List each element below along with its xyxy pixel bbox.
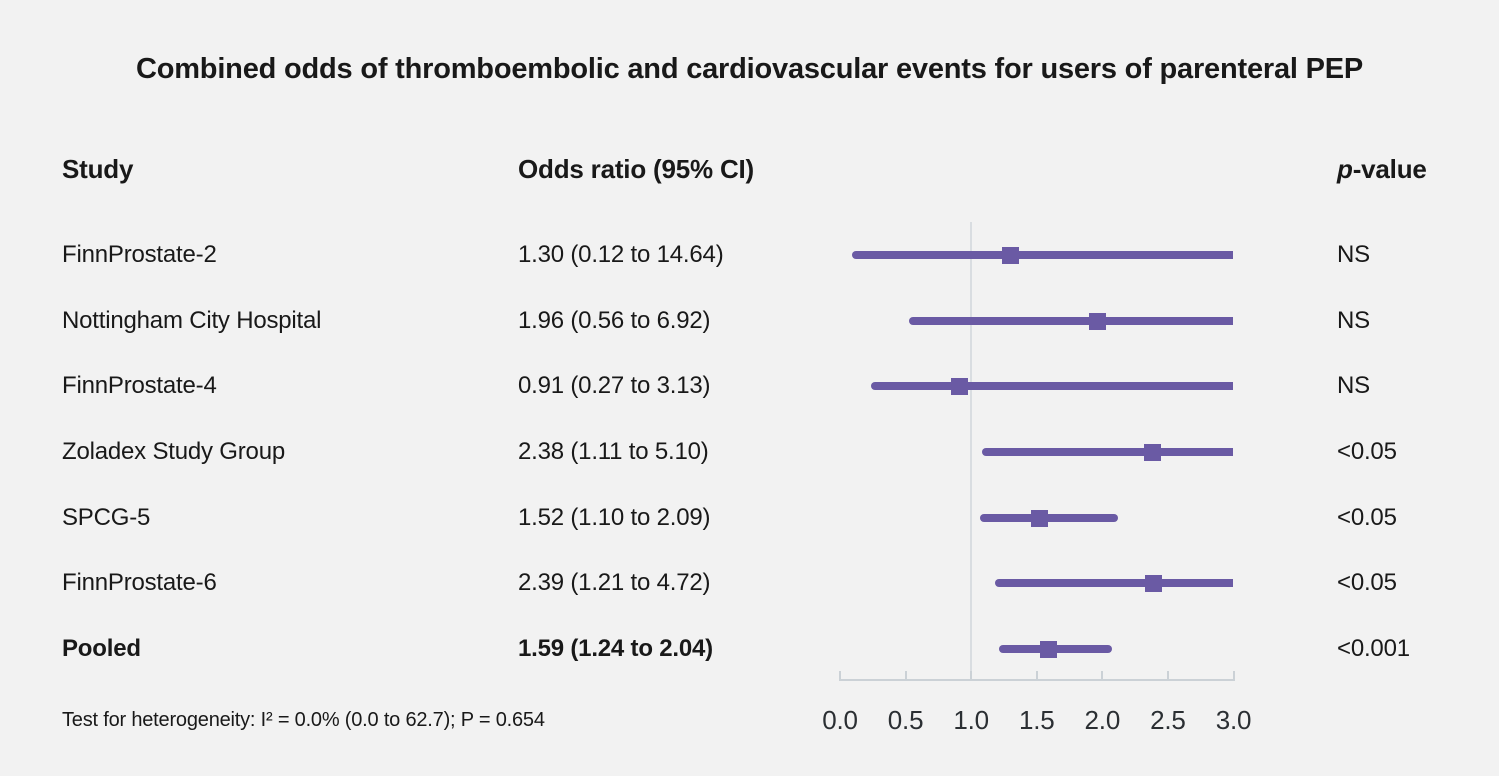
or-ci-label: 1.96 (0.56 to 6.92): [518, 307, 711, 334]
study-label: Pooled: [62, 635, 141, 662]
x-axis-tick-label: 1.0: [953, 705, 989, 735]
ci-line: [994, 579, 1234, 587]
study-label: Nottingham City Hospital: [62, 307, 322, 334]
column-header-p-value: p-value: [1337, 152, 1427, 186]
x-axis-line: [839, 679, 1235, 681]
or-marker: [1030, 509, 1048, 527]
ci-line: [851, 251, 1234, 259]
p-value-label: NS: [1337, 241, 1370, 268]
x-axis-tick-label: 0.5: [887, 705, 924, 735]
or-marker: [1002, 246, 1020, 264]
p-value-italic-p: p: [1337, 154, 1353, 184]
or-ci-label: 2.39 (1.21 to 4.72): [518, 569, 711, 596]
or-marker: [1088, 312, 1106, 330]
x-axis-tick-label: 2.0: [1084, 705, 1121, 735]
reference-line: [970, 222, 973, 681]
p-value-label: NS: [1337, 372, 1370, 399]
or-marker: [1040, 640, 1058, 658]
p-value-label: <0.05: [1337, 569, 1397, 596]
study-label: SPCG-5: [62, 504, 151, 531]
or-marker: [950, 377, 968, 395]
p-value-label: <0.05: [1337, 504, 1397, 531]
or-marker: [1143, 443, 1161, 461]
x-axis-tick-label: 1.5: [1018, 705, 1055, 735]
x-axis-tick: [970, 671, 973, 679]
p-value-label: <0.05: [1337, 438, 1397, 465]
study-label: FinnProstate-6: [62, 569, 217, 596]
column-header-study: Study: [62, 154, 134, 184]
p-value-label: NS: [1337, 307, 1370, 334]
or-ci-label: 1.52 (1.10 to 2.09): [518, 504, 711, 531]
x-axis-tick-label: 3.0: [1215, 705, 1252, 735]
ci-line: [871, 382, 1234, 390]
heterogeneity-note: Test for heterogeneity: I² = 0.0% (0.0 t…: [62, 709, 545, 731]
ci-line: [909, 317, 1234, 325]
study-label: FinnProstate-4: [62, 372, 217, 399]
x-axis-tick-label: 0.0: [822, 705, 858, 735]
x-axis-tick: [839, 671, 841, 679]
chart-title: Combined odds of thromboembolic and card…: [135, 53, 1364, 85]
study-label: Zoladex Study Group: [62, 438, 285, 465]
x-axis-tick: [1101, 671, 1104, 679]
ci-line: [980, 514, 1119, 522]
x-axis-tick: [1232, 671, 1235, 679]
or-ci-label: 1.59 (1.24 to 2.04): [518, 635, 713, 662]
x-axis-tick: [904, 671, 907, 679]
or-ci-label: 2.38 (1.11 to 5.10): [518, 438, 709, 465]
x-axis-tick: [1166, 671, 1169, 679]
ci-line: [981, 448, 1234, 456]
column-header-odds-ratio: Odds ratio (95% CI): [518, 154, 755, 184]
or-ci-label: 0.91 (0.27 to 3.13): [518, 372, 711, 399]
study-label: FinnProstate-2: [62, 241, 217, 268]
x-axis-tick-label: 2.5: [1150, 705, 1186, 735]
or-ci-label: 1.30 (0.12 to 14.64): [518, 241, 724, 268]
p-value-header-rest: -value: [1352, 154, 1427, 184]
or-marker: [1144, 574, 1162, 592]
x-axis-tick: [1035, 671, 1038, 679]
p-value-label: <0.001: [1337, 635, 1410, 662]
